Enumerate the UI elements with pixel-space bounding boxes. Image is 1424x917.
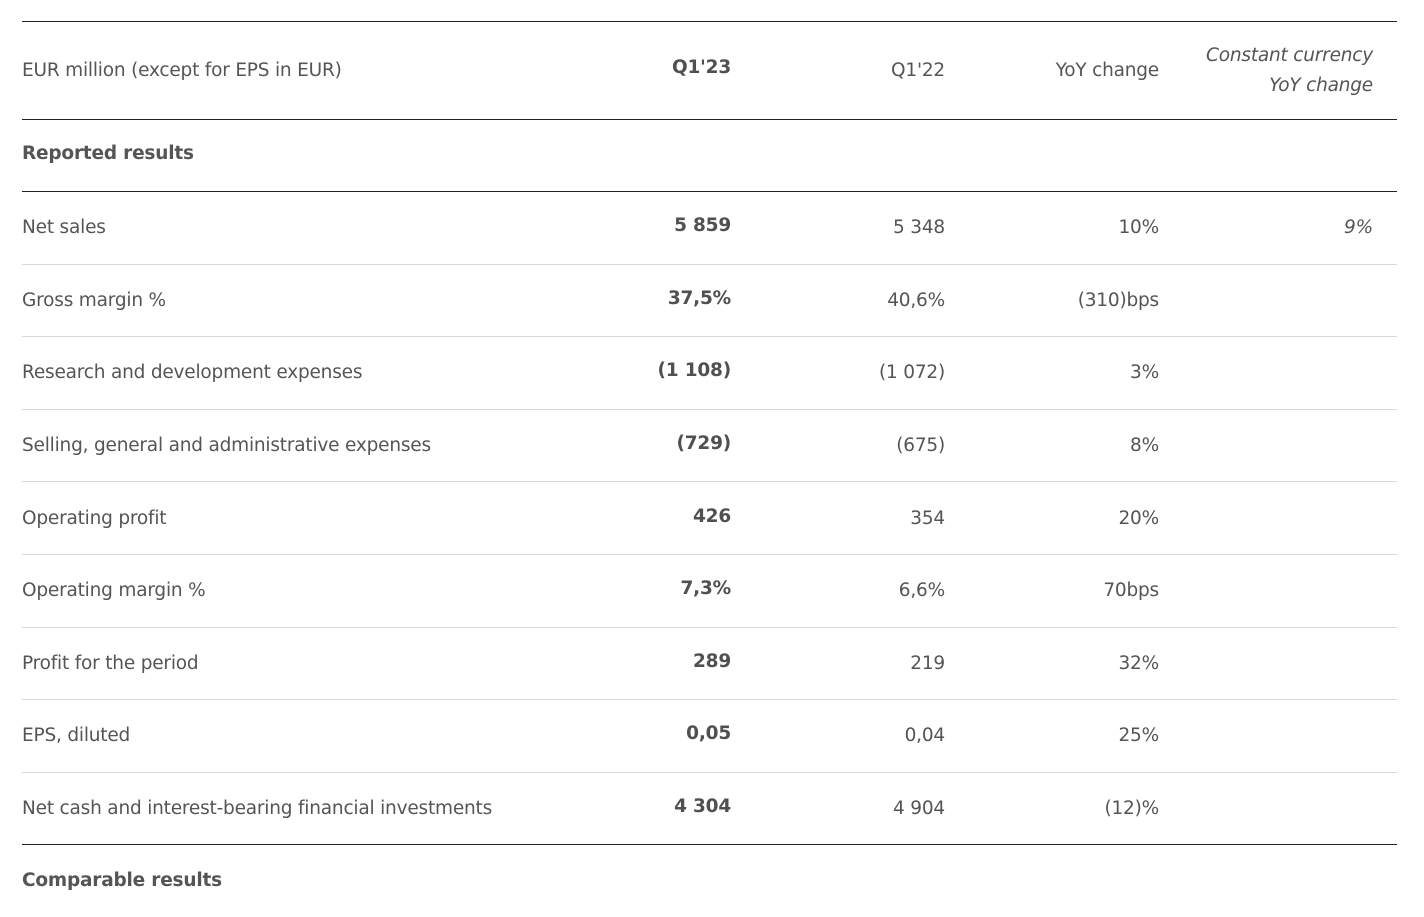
row-label: Gross margin % <box>22 289 166 311</box>
row-constant: 9% <box>1344 217 1373 239</box>
header-q1-22: Q1'22 <box>891 60 945 81</box>
row-label: Operating profit <box>22 507 167 529</box>
section-title: Reported results <box>22 143 194 164</box>
row-q1-22: 4 904 <box>893 798 945 820</box>
table-row: Research and development expenses (1 108… <box>22 337 1397 410</box>
section-title: Comparable results <box>22 869 222 891</box>
row-label: Net sales <box>22 217 106 239</box>
table-header: EUR million (except for EPS in EUR) Q1'2… <box>22 21 1397 120</box>
row-q1-22: (675) <box>896 435 945 457</box>
row-yoy: 10% <box>1118 217 1159 239</box>
row-q1-22: (1 072) <box>879 362 945 384</box>
section-reported-results: Reported results <box>22 120 1397 192</box>
section-comparable-results: Comparable results <box>22 845 1397 917</box>
row-yoy: (310)bps <box>1077 289 1159 311</box>
row-yoy: 20% <box>1118 507 1159 529</box>
row-q1-23: 4 304 <box>674 796 731 818</box>
row-q1-22: 354 <box>910 507 945 529</box>
row-yoy: (12)% <box>1104 798 1159 820</box>
table-row: Selling, general and administrative expe… <box>22 410 1397 483</box>
row-q1-23: 37,5% <box>667 287 731 309</box>
row-q1-23: (1 108) <box>657 360 732 382</box>
row-q1-23: 289 <box>692 650 731 672</box>
table-row: Net sales 5 859 5 348 10% 9% <box>22 192 1397 265</box>
row-q1-22: 40,6% <box>887 289 945 311</box>
row-q1-23: 0,05 <box>686 723 731 745</box>
row-yoy: 3% <box>1130 362 1159 384</box>
row-yoy: 8% <box>1130 435 1159 457</box>
table-row: Gross margin % 37,5% 40,6% (310)bps <box>22 265 1397 338</box>
row-label: Research and development expenses <box>22 362 363 384</box>
table-row: Operating margin % 7,3% 6,6% 70bps <box>22 555 1397 628</box>
row-q1-23: 5 859 <box>674 215 731 237</box>
row-q1-22: 5 348 <box>893 217 945 239</box>
row-q1-23: 426 <box>692 505 731 527</box>
row-yoy: 25% <box>1118 725 1159 747</box>
row-label: EPS, diluted <box>22 725 131 747</box>
row-q1-22: 219 <box>910 652 945 674</box>
row-q1-23: 7,3% <box>680 578 731 600</box>
row-q1-22: 0,04 <box>904 725 946 747</box>
row-yoy: 70bps <box>1103 580 1159 602</box>
results-table: EUR million (except for EPS in EUR) Q1'2… <box>22 21 1397 917</box>
table-row: Net cash and interest-bearing financial … <box>22 773 1397 846</box>
table-row: Operating profit 426 354 20% <box>22 482 1397 555</box>
header-label: EUR million (except for EPS in EUR) <box>22 60 342 81</box>
header-q1-23: Q1'23 <box>671 57 731 78</box>
header-constant-currency: Constant currency YoY change <box>1206 44 1373 96</box>
table-row: Profit for the period 289 219 32% <box>22 628 1397 701</box>
row-label: Selling, general and administrative expe… <box>22 435 431 457</box>
row-yoy: 32% <box>1118 652 1159 674</box>
row-q1-23: (729) <box>676 433 731 455</box>
row-label: Net cash and interest-bearing financial … <box>22 798 493 820</box>
row-label: Operating margin % <box>22 580 206 602</box>
row-q1-22: 6,6% <box>898 580 945 602</box>
row-label: Profit for the period <box>22 652 199 674</box>
header-yoy-change: YoY change <box>1055 60 1160 81</box>
table-row: EPS, diluted 0,05 0,04 25% <box>22 700 1397 773</box>
